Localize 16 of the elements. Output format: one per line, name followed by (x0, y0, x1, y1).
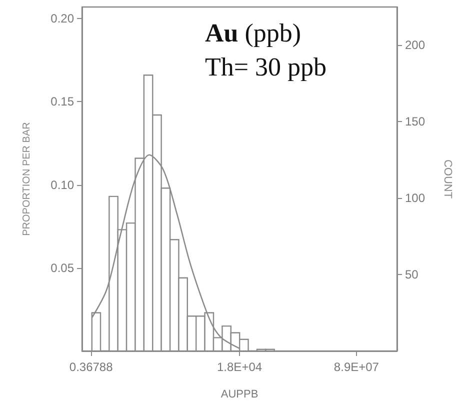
y-tick-label: 0.10 (50, 178, 74, 192)
annotation: Th= 30 ppb (205, 52, 327, 82)
y2-tick-label: 50 (405, 268, 419, 282)
annotation: Au (ppb) (205, 18, 302, 48)
x-tick-label: 1.8E+04 (217, 360, 262, 374)
y2-axis-title: COUNT (442, 159, 454, 199)
y2-tick-label: 200 (405, 38, 426, 52)
x-axis-title: AUPPB (220, 388, 258, 400)
x-tick-label: 0.36788 (69, 360, 114, 374)
y-tick-label: 0.20 (50, 12, 74, 26)
y2-tick-label: 100 (405, 191, 426, 206)
y-axis-title: PROPORTION PER BAR (22, 122, 32, 236)
x-tick-label: 8.9E+07 (334, 360, 380, 374)
y2-tick-label: 150 (405, 114, 426, 129)
y-tick-label: 0.15 (50, 94, 74, 109)
y-tick-label: 0.05 (50, 260, 74, 275)
